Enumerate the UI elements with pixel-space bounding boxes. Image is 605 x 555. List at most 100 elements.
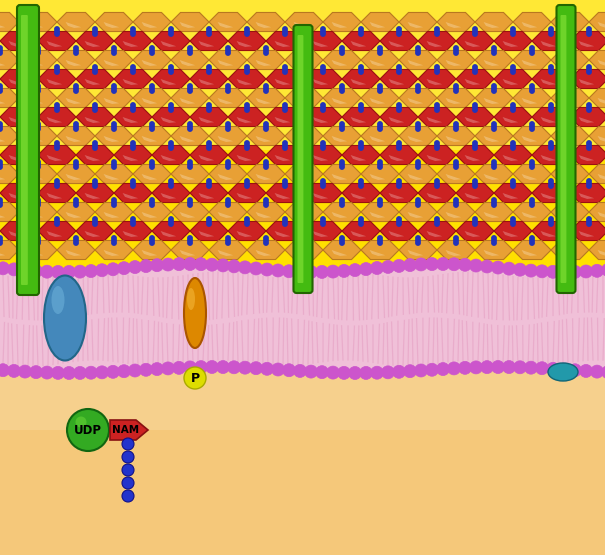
Circle shape (217, 361, 229, 374)
Circle shape (74, 162, 78, 166)
Polygon shape (408, 250, 424, 256)
Circle shape (359, 222, 363, 226)
Circle shape (302, 46, 306, 50)
Circle shape (226, 162, 230, 166)
Circle shape (491, 261, 505, 274)
Polygon shape (0, 221, 38, 240)
Polygon shape (47, 193, 62, 199)
Circle shape (188, 86, 192, 90)
Circle shape (117, 365, 131, 378)
Polygon shape (522, 22, 537, 28)
Circle shape (473, 184, 477, 188)
Circle shape (93, 65, 97, 69)
Circle shape (264, 238, 268, 243)
Polygon shape (47, 41, 62, 47)
Polygon shape (304, 145, 342, 164)
Polygon shape (513, 51, 551, 69)
Polygon shape (437, 203, 475, 221)
Circle shape (378, 198, 382, 202)
Polygon shape (190, 145, 228, 164)
Polygon shape (540, 155, 556, 161)
Polygon shape (133, 127, 171, 145)
Circle shape (587, 105, 591, 110)
Circle shape (359, 108, 363, 112)
Polygon shape (142, 98, 157, 104)
Circle shape (549, 70, 553, 74)
Circle shape (169, 222, 173, 226)
Polygon shape (247, 164, 285, 184)
Circle shape (557, 363, 571, 376)
Polygon shape (532, 69, 570, 89)
Polygon shape (494, 69, 532, 89)
Polygon shape (503, 231, 518, 237)
Polygon shape (85, 193, 100, 199)
Circle shape (150, 236, 154, 240)
Circle shape (473, 103, 477, 107)
Polygon shape (28, 212, 43, 218)
Polygon shape (237, 193, 252, 199)
Polygon shape (361, 203, 399, 221)
Polygon shape (103, 60, 119, 66)
Polygon shape (570, 145, 605, 164)
FancyBboxPatch shape (21, 15, 28, 285)
Circle shape (226, 124, 230, 129)
Circle shape (0, 165, 2, 169)
Circle shape (169, 27, 173, 31)
Polygon shape (65, 22, 81, 28)
Circle shape (359, 70, 363, 74)
Circle shape (435, 143, 439, 148)
Circle shape (321, 222, 325, 226)
Circle shape (454, 89, 458, 93)
Circle shape (378, 51, 382, 55)
Circle shape (587, 143, 591, 148)
Polygon shape (28, 22, 43, 28)
Polygon shape (285, 127, 323, 145)
Polygon shape (0, 203, 19, 221)
Polygon shape (209, 51, 247, 69)
Polygon shape (551, 127, 589, 145)
Circle shape (17, 141, 21, 145)
Circle shape (459, 361, 471, 374)
Circle shape (416, 198, 420, 202)
Circle shape (112, 198, 116, 202)
Circle shape (74, 46, 78, 50)
Circle shape (74, 200, 78, 205)
Circle shape (150, 200, 154, 205)
Circle shape (0, 236, 2, 240)
Circle shape (492, 124, 496, 129)
Polygon shape (160, 41, 176, 47)
Circle shape (378, 127, 382, 131)
Polygon shape (266, 69, 304, 89)
Circle shape (321, 146, 325, 150)
Circle shape (207, 65, 211, 69)
Circle shape (151, 362, 163, 376)
Circle shape (226, 46, 230, 50)
Circle shape (370, 261, 384, 275)
Circle shape (404, 365, 416, 378)
Polygon shape (551, 164, 589, 184)
Polygon shape (152, 184, 190, 203)
Circle shape (245, 184, 249, 188)
Circle shape (397, 181, 401, 186)
Polygon shape (57, 12, 95, 32)
Polygon shape (57, 240, 95, 260)
Circle shape (473, 217, 477, 221)
Circle shape (188, 236, 192, 240)
Circle shape (378, 200, 382, 205)
Circle shape (93, 222, 97, 226)
Circle shape (169, 179, 173, 183)
Circle shape (150, 86, 154, 90)
Polygon shape (560, 98, 575, 104)
Circle shape (568, 84, 572, 88)
Polygon shape (266, 108, 304, 127)
Circle shape (304, 365, 318, 378)
Ellipse shape (184, 278, 206, 348)
Circle shape (150, 46, 154, 50)
Circle shape (264, 198, 268, 202)
Circle shape (530, 51, 534, 55)
Circle shape (338, 366, 350, 380)
Circle shape (530, 127, 534, 131)
Polygon shape (285, 51, 323, 69)
Circle shape (454, 51, 458, 55)
Polygon shape (388, 155, 404, 161)
